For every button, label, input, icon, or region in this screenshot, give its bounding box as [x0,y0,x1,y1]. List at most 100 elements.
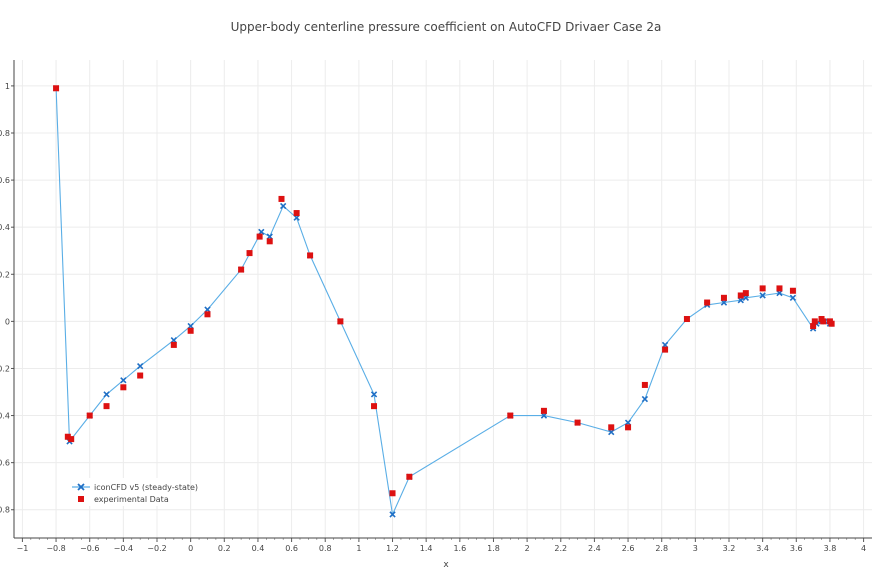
data-point-experimental [64,433,71,440]
data-point-iconcfd [389,511,396,518]
data-point-experimental [246,250,253,257]
y-tick-label: 0 [5,317,10,326]
data-point-experimental [625,424,632,431]
x-tick-label: 1.8 [487,544,500,553]
x-axis-label: x [443,560,449,570]
x-tick-label: −0.2 [147,544,166,553]
point-stroke [280,202,287,210]
data-point-experimental [256,233,263,240]
legend-label-experimental: experimental Data [94,495,169,504]
x-tick-label: −0.4 [114,544,133,553]
data-point-experimental [204,311,211,318]
data-point-experimental [737,292,744,299]
x-tick-label: 4 [861,544,866,553]
axes [11,60,872,542]
data-point-experimental [776,285,783,292]
y-tick-labels: 1 0.8 0.6 0.4 0.2 0 0.2 0.4 0.6 0.8 [0,82,10,515]
point-stroke [641,395,649,403]
y-tick-label: 0.4 [0,223,10,232]
y-tick-label: 0.4 [0,412,10,421]
legend-label-iconcfd: iconCFD v5 (steady-state) [94,483,198,492]
data-point-experimental [820,318,827,325]
x-tick-label: 1 [356,544,361,553]
y-tick-label: 0.6 [0,459,10,468]
data-point-experimental [811,318,818,325]
x-tick-label: −0.6 [80,544,99,553]
data-point-experimental [278,195,285,202]
data-point-experimental [293,210,300,217]
x-tick-label: 1.4 [420,544,433,553]
data-point-iconcfd [789,294,797,301]
x-tick-label: 2.2 [554,544,567,553]
data-point-experimental [507,412,514,419]
point-stroke [137,362,144,370]
data-point-iconcfd [370,391,378,398]
data-point-experimental [540,407,547,414]
data-point-experimental [53,85,60,92]
point-stroke [103,391,110,398]
x-tick-label: 0 [188,544,193,553]
data-point-experimental [238,266,245,273]
x-tick-label: 0.4 [252,544,265,553]
legend-x-marker-icon [77,483,85,491]
data-point-iconcfd [641,395,649,403]
data-point-experimental [337,318,344,325]
legend-square-marker-icon [78,496,84,502]
y-tick-label: 0.2 [0,364,10,373]
x-tick-label: −1 [17,544,29,553]
x-tick-labels: −1 −0.8 −0.6 −0.4 −0.2 0 0.2 0.4 0.6 0.8 1 1.2 1.4 1.… [17,544,867,553]
x-tick-label: 3.6 [790,544,803,553]
y-tick-label: 0.6 [0,176,10,185]
y-tick-label: 0.8 [0,506,10,515]
data-point-experimental [641,381,648,388]
x-tick-label: 3.4 [756,544,769,553]
x-tick-label: 1.2 [386,544,399,553]
data-point-iconcfd [120,377,127,384]
data-point-experimental [307,252,314,259]
point-stroke [389,511,396,518]
point-stroke [759,292,766,299]
data-point-experimental [662,346,669,353]
data-point-experimental [810,323,817,330]
x-tick-label: 0.8 [319,544,332,553]
chart-title: Upper-body centerline pressure coefficie… [231,20,662,34]
data-point-iconcfd [280,202,287,210]
data-point-experimental [371,403,378,410]
legend-background [68,478,186,506]
data-point-iconcfd [759,292,766,299]
x-tick-label: −0.8 [46,544,65,553]
data-point-experimental [187,327,194,334]
x-tick-label: 2.4 [588,544,601,553]
series-line-iconcfd [55,88,831,517]
data-point-experimental [86,412,93,419]
data-point-experimental [704,299,711,306]
y-tick-label: 0.2 [0,270,10,279]
x-tick-label: 0.2 [218,544,231,553]
data-point-experimental [574,419,581,426]
point-stroke [370,391,378,398]
data-point-experimental [742,290,749,297]
y-tick-label: 0.8 [0,129,10,138]
x-tick-label: 0.6 [285,544,298,553]
legend: iconCFD v5 (steady-state) experimental D… [68,478,198,506]
series [52,85,835,518]
data-point-experimental [137,372,144,379]
data-point-experimental [68,436,75,443]
data-point-experimental [789,287,796,294]
y-tick-label: 1 [5,82,10,91]
x-tick-label: 3.2 [723,544,736,553]
data-point-experimental [389,490,396,497]
data-point-experimental [170,341,177,348]
x-tick-label: 2.8 [655,544,668,553]
data-point-experimental [608,424,615,431]
x-tick-label: 3.8 [824,544,837,553]
data-point-experimental [828,320,835,327]
data-point-iconcfd [103,391,110,398]
data-point-experimental [266,238,273,245]
x-tick-label: 1.6 [453,544,466,553]
data-point-experimental [759,285,766,292]
data-point-experimental [683,316,690,323]
data-point-experimental [103,403,110,410]
gridlines [14,60,872,538]
